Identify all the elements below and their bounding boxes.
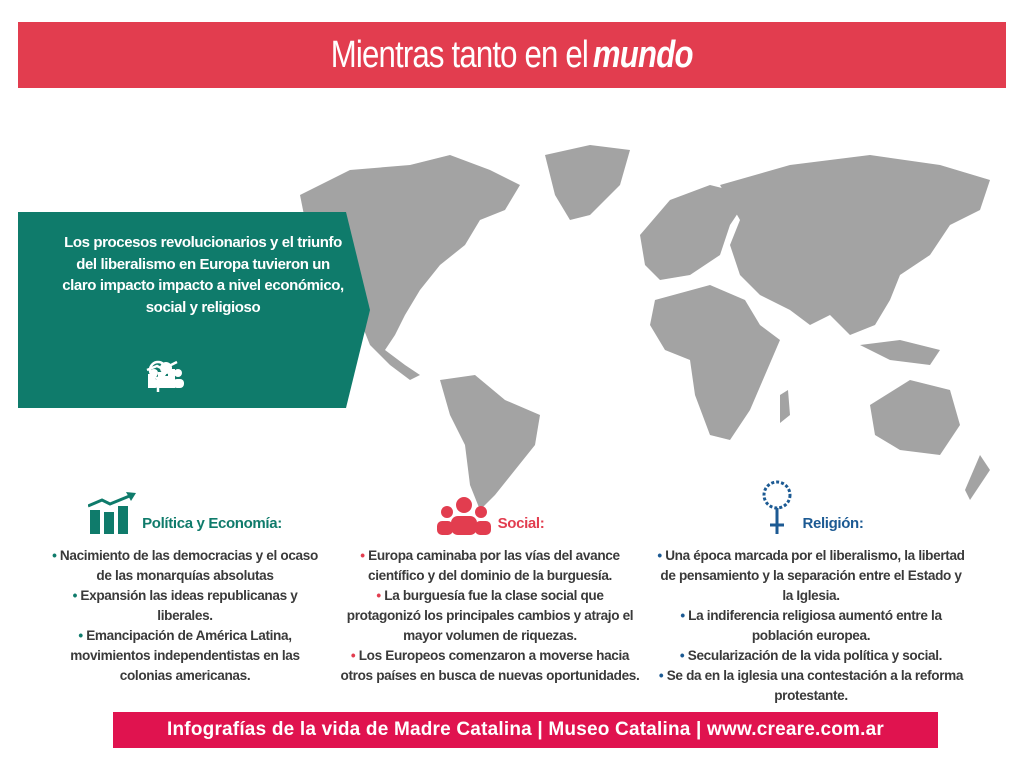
africa: [650, 285, 780, 440]
item-text: La indiferencia religiosa aumentó entre …: [688, 608, 942, 643]
list-item: • Emancipación de América Latina, movimi…: [70, 628, 300, 683]
column-title: Religión:: [802, 515, 864, 532]
madagascar: [780, 390, 790, 423]
column-header: Social:: [338, 488, 642, 536]
column-title: Social:: [497, 515, 545, 532]
page-title: Mientras tanto en el mundo: [331, 33, 694, 77]
item-text: Una época marcada por el liberalismo, la…: [660, 548, 965, 603]
item-text: Emancipación de América Latina, movimien…: [70, 628, 300, 683]
header-banner: Mientras tanto en el mundo: [18, 22, 1006, 88]
list-item: • Una época marcada por el liberalismo, …: [657, 548, 965, 603]
column-title: Política y Economía:: [142, 515, 282, 532]
list-item: • Se da en la iglesia una contestación a…: [658, 668, 964, 703]
footer-banner: Infografías de la vida de Madre Catalina…: [113, 712, 938, 748]
column-religion: Religión: • Una época marcada por el lib…: [655, 476, 967, 706]
title-text: Mientras tanto en el: [331, 33, 589, 76]
list-item: • Europa caminaba por las vías del avanc…: [360, 548, 620, 583]
new-zealand: [965, 455, 990, 500]
world-map: [300, 145, 990, 510]
column-social: Social: • Europa caminaba por las vías d…: [338, 488, 642, 686]
south-america: [440, 375, 540, 510]
item-text: La burguesía fue la clase social que pro…: [346, 588, 634, 643]
column-header: Religión:: [655, 476, 967, 536]
list-item: • Expansión las ideas republicanas y lib…: [72, 588, 298, 623]
column-politica-economia: Política y Economía: • Nacimiento de las…: [50, 488, 320, 686]
list-item: • La indiferencia religiosa aumentó entr…: [680, 608, 942, 643]
greenland: [545, 145, 630, 220]
rosary-icon: [148, 360, 168, 392]
list-item: • La burguesía fue la clase social que p…: [346, 588, 634, 643]
australia: [870, 380, 960, 455]
item-text: Expansión las ideas republicanas y liber…: [80, 588, 298, 623]
intro-panel: Los procesos revolucionarios y el triunf…: [18, 212, 370, 408]
item-text: Se da en la iglesia una contestación a l…: [666, 668, 964, 703]
item-text: Nacimiento de las democracias y el ocaso…: [59, 548, 318, 583]
title-emphasis: mundo: [593, 33, 694, 76]
people-icon: [436, 497, 491, 535]
chart-growth-icon: [88, 492, 137, 534]
column-header: Política y Economía:: [50, 488, 320, 536]
europe: [640, 185, 750, 280]
asia: [720, 155, 990, 335]
list-item: • Secularización de la vida política y s…: [679, 648, 943, 663]
list-item: • Los Europeos comenzaron a moverse haci…: [340, 648, 640, 683]
north-america: [300, 155, 520, 380]
item-text: Europa caminaba por las vías del avance …: [368, 548, 620, 583]
panel-arrow-shape: [18, 212, 370, 408]
item-text: Secularización de la vida política y soc…: [687, 648, 943, 663]
indonesia: [860, 340, 940, 365]
rosary-icon: [762, 480, 792, 534]
intro-text: Los procesos revolucionarios y el triunf…: [62, 234, 344, 316]
item-text: Los Europeos comenzaron a moverse hacia …: [340, 648, 640, 683]
list-item: • Nacimiento de las democracias y el oca…: [52, 548, 318, 583]
